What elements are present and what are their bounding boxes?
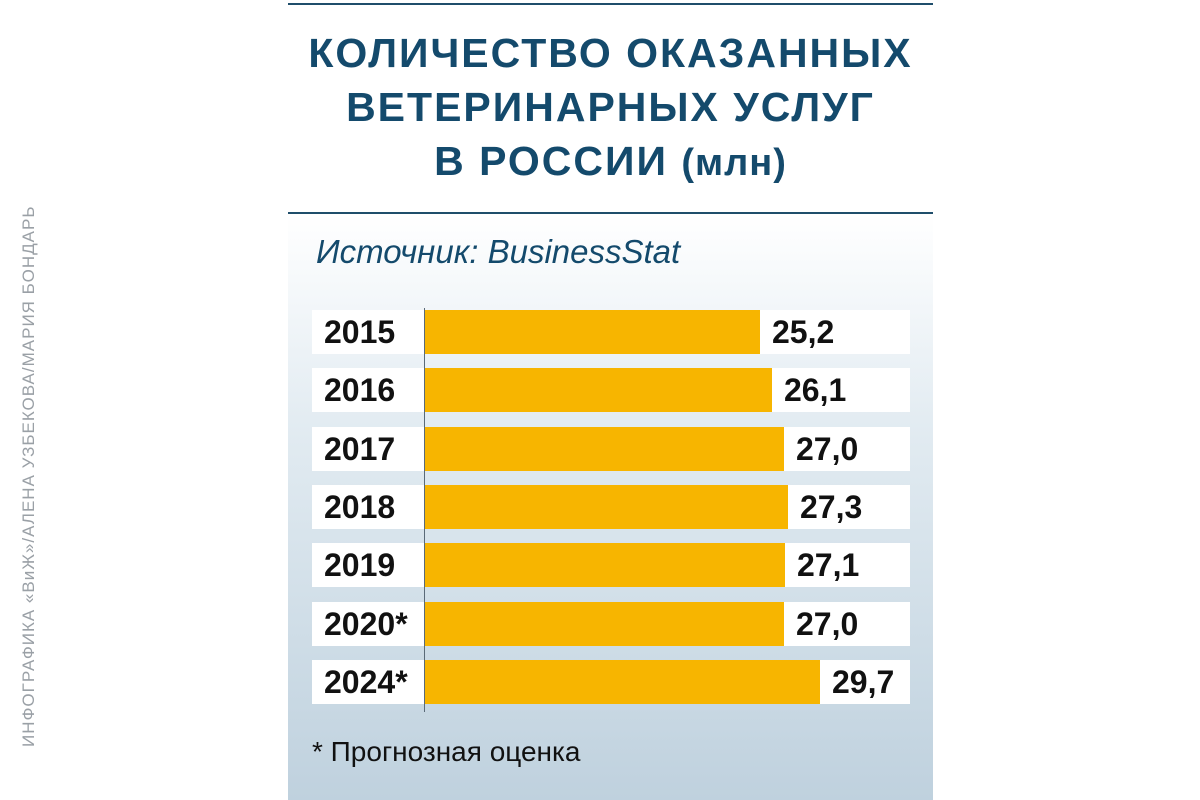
category-label: 2020* [324,606,408,642]
data-label: 27,3 [800,489,863,525]
bar [425,427,784,471]
title-line-2: ВЕТЕРИНАРНЫХ УСЛУГ [346,84,875,130]
author-credit: ИНФОГРАФИКА «ВиЖ»/АЛЕНА УЗБЕКОВА/МАРИЯ Б… [19,205,38,747]
bar-chart: 2015 25,2 2016 26,1 2017 27,0 2018 27,3 2019 27,1… [288,0,933,800]
bar [425,368,772,412]
data-label: 29,7 [832,664,895,700]
title-line-3: В РОССИИ (млн) [288,134,933,190]
bar [425,485,788,529]
data-label: 27,0 [796,431,859,467]
category-label: 2019 [324,547,396,583]
title-line-3-text: В РОССИИ [434,138,668,184]
category-label: 2015 [324,314,396,350]
bar [425,310,760,354]
data-label: 27,0 [796,606,859,642]
data-label: 27,1 [797,547,860,583]
footnote: * Прогнозная оценка [312,736,581,767]
chart-title: КОЛИЧЕСТВО ОКАЗАННЫХ ВЕТЕРИНАРНЫХ УСЛУГ … [288,26,933,190]
source-note: Источник: BusinessStat [316,233,681,270]
data-label: 26,1 [784,372,847,408]
category-label: 2024* [324,664,408,700]
bar [425,660,820,704]
category-label: 2017 [324,431,396,467]
title-line-1: КОЛИЧЕСТВО ОКАЗАННЫХ [308,30,913,76]
title-divider [288,212,933,214]
data-label: 25,2 [772,314,835,350]
infographic-card: КОЛИЧЕСТВО ОКАЗАННЫХ ВЕТЕРИНАРНЫХ УСЛУГ … [288,0,933,800]
value-axis-line [424,308,425,712]
category-label: 2016 [324,372,396,408]
category-label: 2018 [324,489,396,525]
title-unit: (млн) [681,142,787,184]
top-rule [288,3,933,5]
bar [425,543,785,587]
bar [425,602,784,646]
